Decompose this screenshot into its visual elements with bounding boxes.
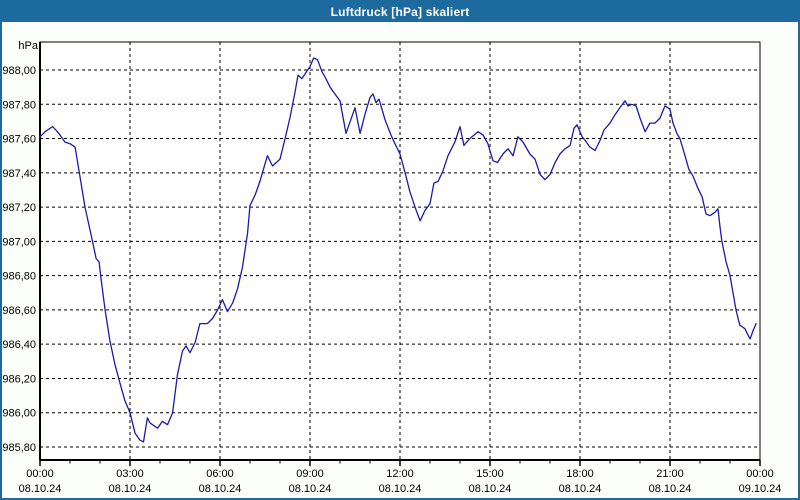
y-tick-label: 987,80 [2, 99, 36, 111]
x-tick-date-label: 08.10.24 [199, 483, 242, 495]
x-tick-time-label: 00:00 [746, 468, 774, 480]
y-axis-unit-label: hPa [18, 40, 38, 52]
x-tick-time-label: 06:00 [206, 468, 234, 480]
y-tick-label: 987,00 [2, 236, 36, 248]
x-tick-date-label: 08.10.24 [109, 483, 152, 495]
x-tick-time-label: 09:00 [296, 468, 324, 480]
x-tick-date-label: 08.10.24 [559, 483, 602, 495]
x-tick-date-label: 08.10.24 [289, 483, 332, 495]
y-tick-label: 986,00 [2, 408, 36, 420]
y-tick-label: 987,20 [2, 202, 36, 214]
x-tick-date-label: 08.10.24 [379, 483, 422, 495]
y-tick-label: 985,80 [2, 442, 36, 454]
y-tick-label: 987,40 [2, 168, 36, 180]
x-tick-date-label: 08.10.24 [469, 483, 512, 495]
title-bar: Luftdruck [hPa] skaliert [2, 2, 798, 22]
pressure-line [39, 57, 757, 443]
x-tick-date-label: 08.10.24 [19, 483, 62, 495]
x-tick-time-label: 00:00 [26, 468, 54, 480]
y-tick-label: 987,60 [2, 134, 36, 146]
x-tick-time-label: 18:00 [566, 468, 594, 480]
window-title: Luftdruck [hPa] skaliert [330, 5, 470, 19]
y-tick-label: 986,60 [2, 305, 36, 317]
x-tick-time-label: 12:00 [386, 468, 414, 480]
x-tick-date-label: 09.10.24 [739, 483, 782, 495]
y-tick-label: 988,00 [2, 65, 36, 77]
x-tick-time-label: 21:00 [656, 468, 684, 480]
x-tick-time-label: 15:00 [476, 468, 504, 480]
y-tick-label: 986,40 [2, 339, 36, 351]
y-tick-label: 986,20 [2, 373, 36, 385]
x-tick-time-label: 03:00 [116, 468, 144, 480]
x-tick-date-label: 08.10.24 [649, 483, 692, 495]
y-tick-label: 986,80 [2, 271, 36, 283]
